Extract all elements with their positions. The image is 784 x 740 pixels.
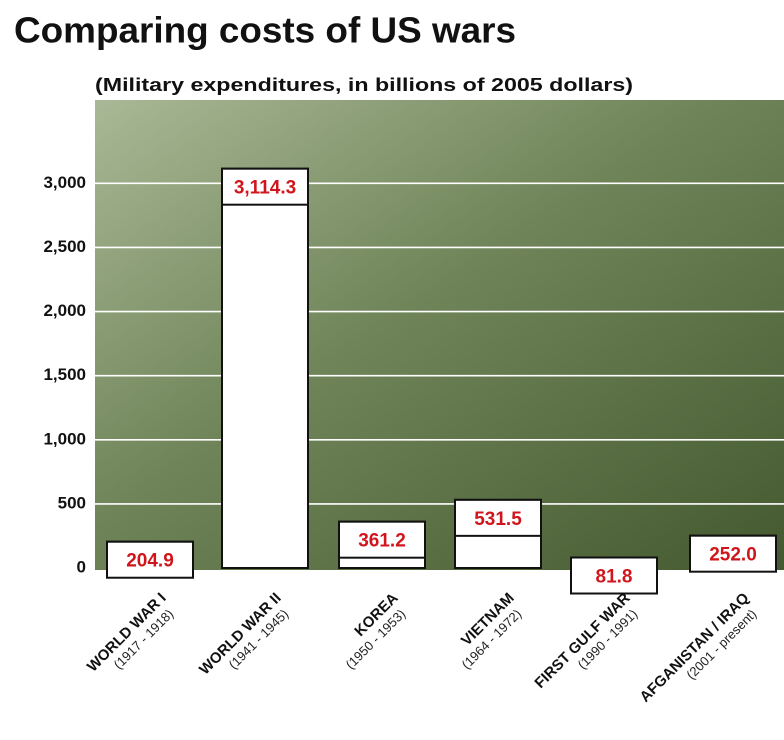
value-label: 81.8 (596, 567, 633, 588)
value-label-box (570, 556, 658, 595)
y-tick-label: 3,000 (43, 173, 86, 192)
bar (221, 167, 309, 569)
x-tick-label: AFGANISTAN / IRAQ (637, 589, 753, 705)
x-tick-label-group: VIETNAM(1964 - 1972) (458, 590, 524, 672)
chart-subtitle: (Military expenditures, in billions of 2… (95, 75, 633, 95)
value-label-box (338, 520, 426, 559)
x-tick-label-group: WORLD WAR I(1917 - 1918) (84, 590, 176, 676)
y-tick-label: 2,000 (43, 301, 86, 320)
value-label-box (221, 167, 309, 206)
y-tick-label: 1,500 (43, 365, 86, 384)
value-label: 204.9 (126, 551, 174, 572)
x-tick-label-group: FIRST GULF WAR(1990 - 1991) (531, 590, 640, 692)
x-tick-label-group: KOREA(1950 - 1953) (343, 589, 409, 672)
value-label-box (689, 534, 777, 573)
y-tick-label: 1,000 (43, 429, 86, 448)
photo-background (95, 100, 784, 570)
y-tick-label: 2,500 (43, 237, 86, 256)
value-label: 531.5 (474, 509, 522, 530)
y-tick-label: 500 (58, 493, 86, 512)
y-tick-label: 0 (77, 557, 86, 576)
value-label: 3,114.3 (234, 178, 296, 199)
chart-title: Comparing costs of US wars (14, 10, 516, 51)
value-label-box (454, 498, 542, 537)
value-label-box (106, 540, 194, 579)
x-tick-label-group: AFGANISTAN / IRAQ(2001 - present) (637, 589, 760, 705)
x-tick-label-group: WORLD WAR II(1941 - 1945) (196, 590, 291, 679)
value-label: 361.2 (358, 531, 406, 552)
x-tick-label: FIRST GULF WAR (531, 590, 633, 692)
value-label: 252.0 (709, 545, 757, 566)
